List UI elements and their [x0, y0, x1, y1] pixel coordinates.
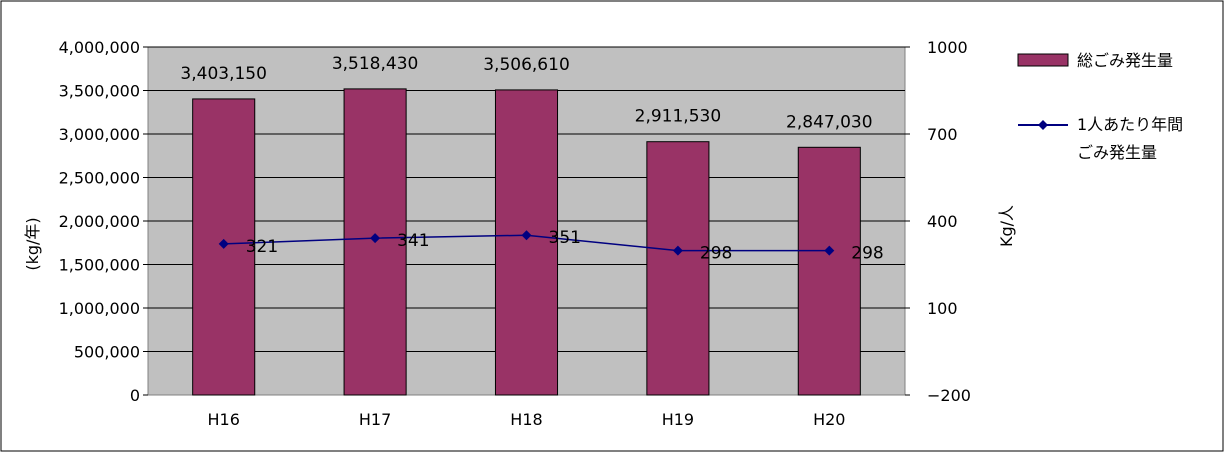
line-point-H20: [824, 245, 835, 256]
y-tick-label: 3,500,000: [59, 82, 140, 101]
y-tick-label: 0: [130, 386, 140, 405]
legend-label-bar: 総ごみ発生量: [1077, 51, 1173, 70]
y2-axis-title: Kg/人: [997, 205, 1016, 247]
y-tick-label: 500,000: [74, 343, 140, 362]
y2-tick-label: 100: [927, 299, 958, 318]
bar-value-label: 3,506,610: [483, 55, 570, 75]
bar-H18: [494, 89, 559, 396]
bar-value-label: 2,847,030: [786, 112, 873, 132]
x-tick-label: H20: [813, 410, 845, 429]
y-tick-label: 3,000,000: [59, 125, 140, 144]
line-point-H17: [370, 233, 381, 244]
y-tick-label: 4,000,000: [59, 38, 140, 57]
line-series: [218, 230, 835, 256]
legend: 総ごみ発生量 1人あたり年間 ごみ発生量: [1017, 51, 1183, 162]
legend-label-line-1: 1人あたり年間: [1077, 115, 1183, 134]
legend-swatch-bar: [1017, 53, 1069, 67]
x-tick-label: H19: [662, 410, 694, 429]
y-tick-label: 2,000,000: [59, 212, 140, 231]
legend-marker-diamond-icon: [1038, 120, 1048, 130]
bar-value-label: 2,911,530: [635, 107, 722, 127]
y2-tick-label: 400: [927, 212, 958, 231]
bar-value-label: 3,403,150: [180, 64, 267, 84]
y2-tick-label: 700: [927, 125, 958, 144]
line-point-H18: [521, 230, 532, 241]
line-value-label: 298: [851, 244, 883, 264]
y-tick-label: 2,500,000: [59, 169, 140, 188]
bar-H20: [797, 146, 861, 396]
y-tick-label: 1,500,000: [59, 256, 140, 275]
line-value-label: 341: [397, 231, 429, 251]
legend-label-line-2: ごみ発生量: [1077, 143, 1157, 162]
y2-tick-label: 1000: [927, 38, 968, 57]
y-tick-label: 1,000,000: [59, 299, 140, 318]
line-point-H16: [218, 238, 229, 249]
bar-value-label: 3,518,430: [332, 54, 419, 74]
x-tick-label: H18: [510, 410, 542, 429]
y-axis-title: (kg/年): [23, 217, 42, 270]
line-value-label: 321: [246, 237, 278, 257]
line-point-H19: [672, 245, 683, 256]
axes: 0 500,000 1,000,000 1,500,000 2,000,000 2,500…: [59, 38, 971, 429]
bar-H19: [646, 141, 710, 396]
x-tick-label: H16: [208, 410, 240, 429]
y2-tick-label: −200: [927, 386, 971, 405]
line-value-label: 298: [700, 244, 732, 264]
x-tick-label: H17: [359, 410, 391, 429]
line-value-label: 351: [549, 228, 581, 248]
data-labels: 3,403,150 3,518,430 3,506,610 2,911,530 2,84…: [180, 54, 883, 264]
